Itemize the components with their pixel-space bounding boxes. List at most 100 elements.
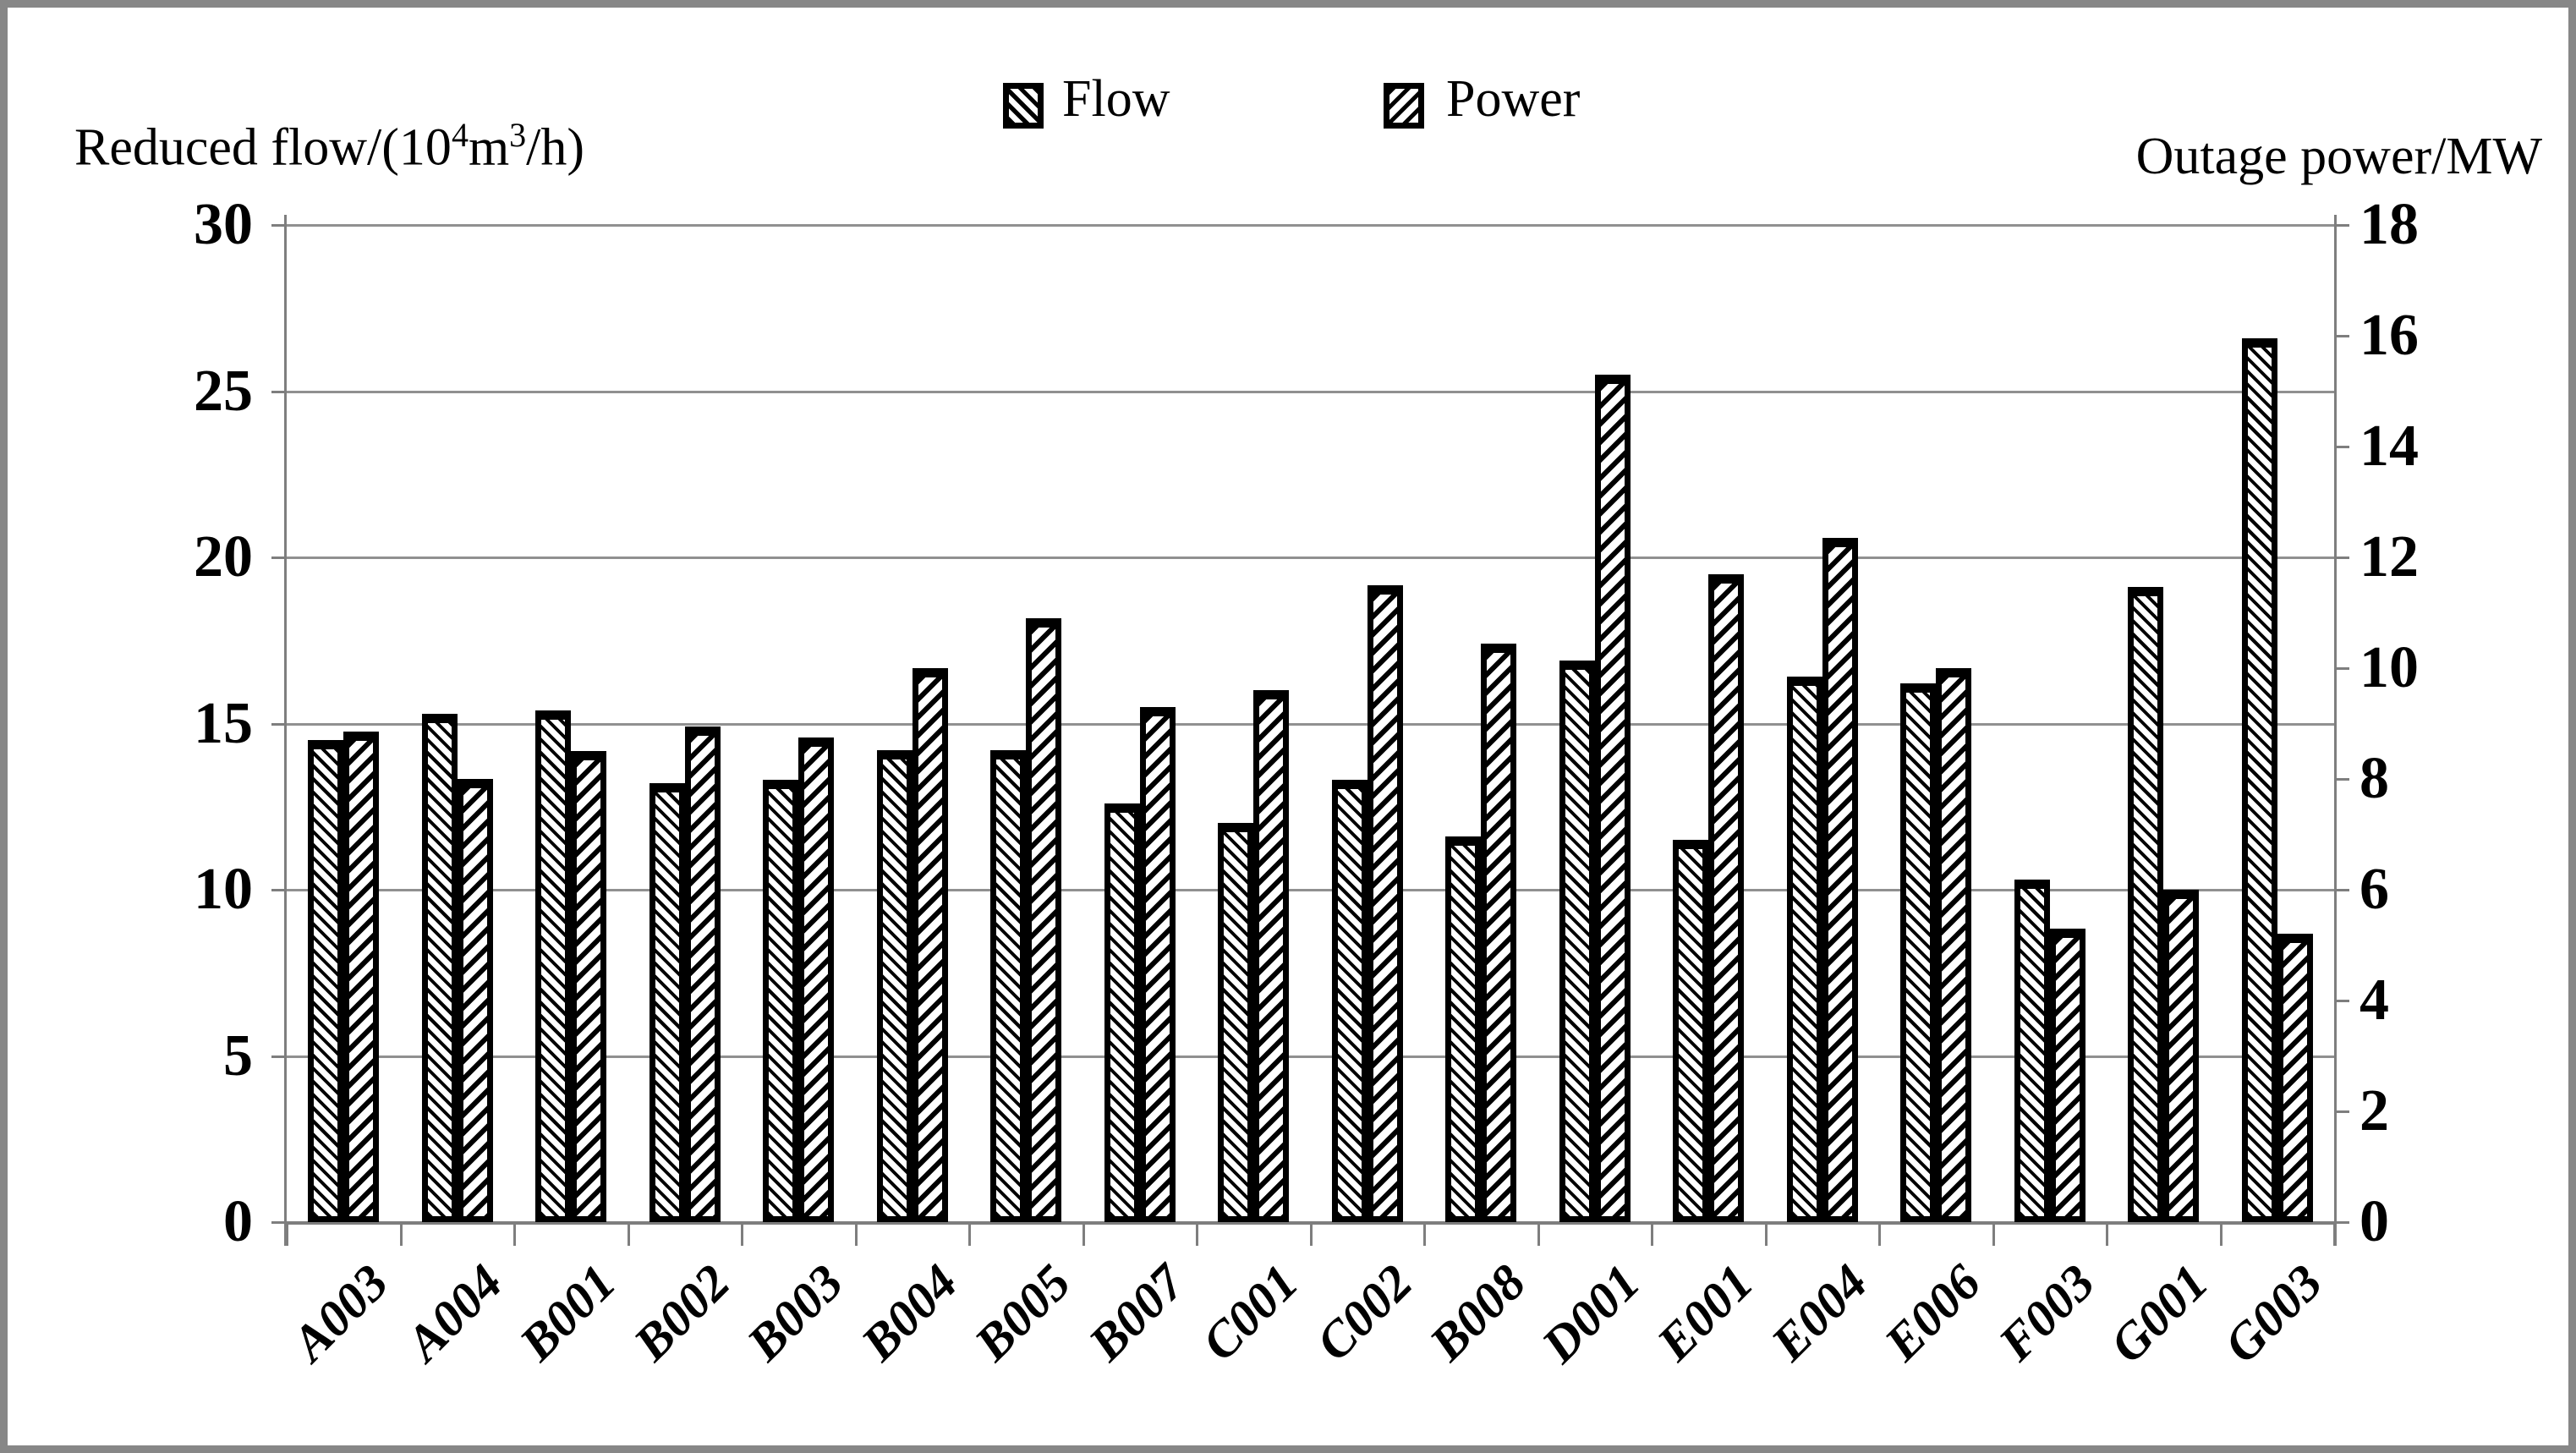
- right-tick-label-0: 0: [2360, 1189, 2389, 1254]
- left-tick-20: [271, 557, 287, 559]
- x-boundary-tick: [627, 1222, 630, 1246]
- bar-flow-F003: [2014, 880, 2050, 1222]
- x-category-label-F003: F003: [1987, 1253, 2106, 1372]
- right-tick-16: [2334, 335, 2349, 337]
- right-tick-0: [2334, 1221, 2349, 1224]
- right-tick-14: [2334, 446, 2349, 448]
- x-boundary-tick: [2219, 1222, 2222, 1246]
- right-tick-label-4: 4: [2360, 968, 2389, 1033]
- x-boundary-tick: [1423, 1222, 1426, 1246]
- left-axis-title: Reduced flow/(104m3/h): [74, 115, 584, 178]
- right-tick-10: [2334, 667, 2349, 670]
- left-tick-25: [271, 390, 287, 393]
- left-tick-30: [271, 224, 287, 227]
- x-boundary-tick: [741, 1222, 743, 1246]
- x-category-label-B002: B002: [622, 1253, 741, 1372]
- right-tick-label-6: 6: [2360, 857, 2389, 922]
- bar-flow-A004: [421, 713, 458, 1222]
- left-tick-label-10: 10: [194, 857, 253, 922]
- x-boundary-tick: [1651, 1222, 1653, 1246]
- gridline-30: [287, 224, 2334, 227]
- bar-power-G001: [2163, 890, 2200, 1222]
- legend-flow-label: Flow: [1062, 70, 1170, 128]
- x-boundary-tick: [1992, 1222, 1995, 1246]
- bar-flow-G003: [2241, 337, 2277, 1222]
- bar-flow-C001: [1218, 823, 1254, 1222]
- x-boundary-tick: [968, 1222, 971, 1246]
- right-tick-label-16: 16: [2360, 303, 2419, 368]
- gridline-5: [287, 1055, 2334, 1058]
- bar-power-B007: [1139, 706, 1176, 1222]
- bar-power-B008: [1481, 643, 1517, 1222]
- left-axis-title-end: /h): [526, 118, 585, 177]
- left-tick-0: [271, 1221, 287, 1224]
- bar-flow-B007: [1104, 803, 1140, 1222]
- bar-power-F003: [2049, 928, 2085, 1222]
- bar-flow-E006: [1900, 683, 1937, 1222]
- x-category-label-B005: B005: [964, 1253, 1082, 1372]
- left-tick-label-0: 0: [223, 1189, 253, 1254]
- right-axis-title: Outage power/MW: [2135, 128, 2542, 185]
- right-tick-label-12: 12: [2360, 524, 2419, 589]
- bar-flow-C002: [1331, 780, 1367, 1222]
- left-tick-label-25: 25: [194, 358, 253, 424]
- bar-power-E001: [1708, 573, 1745, 1222]
- x-category-label-G001: G001: [2099, 1253, 2219, 1373]
- right-tick-label-2: 2: [2360, 1078, 2389, 1143]
- x-category-label-A003: A003: [282, 1253, 399, 1372]
- x-boundary-tick: [1309, 1222, 1313, 1246]
- left-tick-label-30: 30: [194, 192, 253, 257]
- bar-flow-G001: [2128, 587, 2164, 1222]
- left-tick-15: [271, 722, 287, 726]
- left-axis-title-sup3: 3: [509, 116, 527, 154]
- x-category-label-E001: E001: [1647, 1253, 1764, 1372]
- bar-power-B004: [912, 668, 948, 1222]
- bar-power-B002: [684, 726, 721, 1222]
- x-boundary-tick: [399, 1222, 403, 1246]
- bar-flow-B003: [763, 780, 799, 1222]
- x-boundary-tick: [1764, 1222, 1768, 1246]
- bar-power-B001: [571, 751, 607, 1222]
- bar-flow-B002: [649, 783, 685, 1222]
- bar-flow-B005: [990, 749, 1027, 1222]
- gridline-25: [287, 390, 2334, 393]
- x-category-label-C001: C001: [1192, 1253, 1309, 1372]
- left-tick-label-15: 15: [194, 690, 253, 756]
- legend-flow-hatched-square-icon: [1003, 83, 1044, 129]
- bar-power-A004: [457, 779, 493, 1222]
- right-tick-4: [2334, 1000, 2349, 1002]
- left-tick-10: [271, 889, 287, 891]
- x-category-label-A004: A004: [395, 1253, 513, 1372]
- x-category-label-B008: B008: [1419, 1253, 1537, 1372]
- gridline-15: [287, 722, 2334, 726]
- bar-power-B003: [798, 737, 835, 1222]
- left-axis-title-sup4: 4: [451, 116, 469, 154]
- right-axis-line: [2334, 215, 2337, 1246]
- x-boundary-tick: [854, 1222, 858, 1246]
- bar-flow-D001: [1559, 660, 1595, 1222]
- gridline-10: [287, 889, 2334, 891]
- left-axis-title-m: m: [468, 118, 510, 177]
- left-tick-label-5: 5: [223, 1023, 253, 1088]
- legend-power-hatched-square-icon: [1384, 83, 1424, 129]
- bar-power-G003: [2277, 934, 2313, 1222]
- bar-flow-B008: [1445, 836, 1482, 1222]
- x-category-label-E004: E004: [1760, 1253, 1878, 1372]
- x-category-label-B001: B001: [509, 1253, 627, 1372]
- right-tick-label-8: 8: [2360, 746, 2389, 811]
- x-boundary-tick: [1196, 1222, 1198, 1246]
- bar-flow-B001: [535, 710, 572, 1222]
- x-boundary-tick: [286, 1222, 288, 1246]
- x-category-label-D001: D001: [1531, 1253, 1651, 1373]
- left-axis-title-text: Reduced flow/(10: [74, 118, 452, 177]
- bar-power-D001: [1594, 374, 1631, 1222]
- x-boundary-tick: [513, 1222, 516, 1246]
- x-category-label-C002: C002: [1305, 1253, 1423, 1372]
- legend-power-label: Power: [1446, 70, 1581, 128]
- x-category-label-E006: E006: [1874, 1253, 1992, 1372]
- right-tick-8: [2334, 778, 2349, 781]
- x-boundary-tick: [2106, 1222, 2108, 1246]
- x-category-label-G003: G003: [2213, 1253, 2333, 1373]
- bar-flow-E004: [1786, 677, 1822, 1222]
